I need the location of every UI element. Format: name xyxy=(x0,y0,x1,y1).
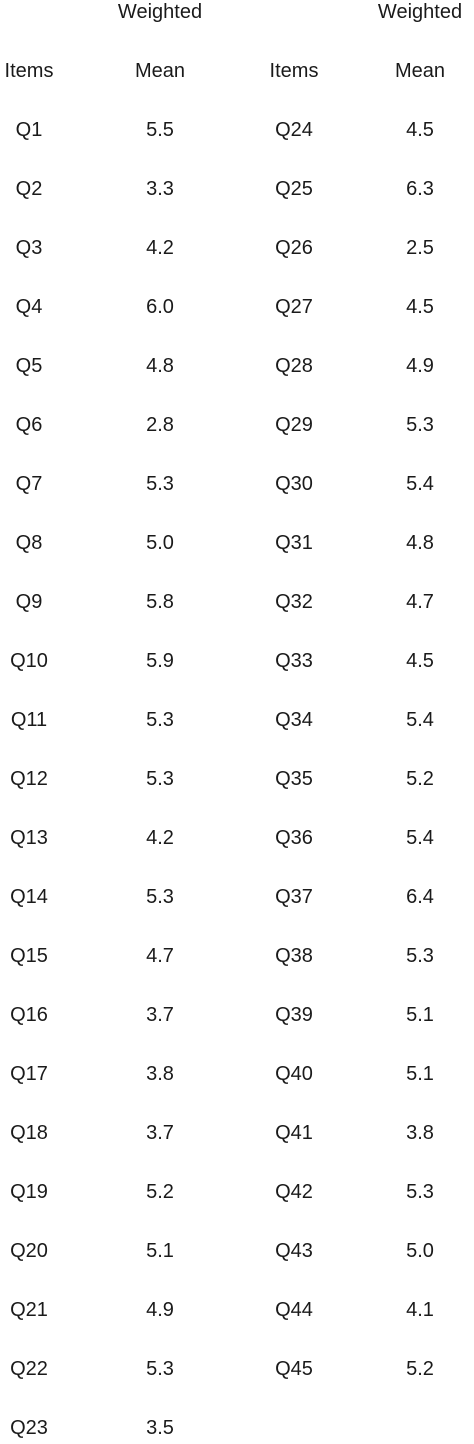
item-label: Q38 xyxy=(275,945,313,967)
item-label: Q17 xyxy=(10,1063,48,1085)
header-items-right: Items xyxy=(269,60,319,82)
weighted-mean-value: 5.1 xyxy=(146,1240,174,1262)
item-label: Q35 xyxy=(275,768,313,790)
weighted-mean-value: 2.5 xyxy=(406,237,434,259)
item-label: Q9 xyxy=(15,591,43,613)
item-label: Q36 xyxy=(275,827,313,849)
weighted-mean-value: 3.3 xyxy=(146,178,174,200)
header-items-left: Items xyxy=(4,60,54,82)
weighted-mean-value: 3.7 xyxy=(146,1122,174,1144)
weighted-mean-value: 5.1 xyxy=(406,1063,434,1085)
weighted-mean-value: 5.3 xyxy=(146,1358,174,1380)
header-mean-right: Mean xyxy=(394,60,446,82)
item-label: Q34 xyxy=(275,709,313,731)
weighted-mean-value: 5.0 xyxy=(406,1240,434,1262)
item-label: Q33 xyxy=(275,650,313,672)
weighted-mean-value: 5.3 xyxy=(406,945,434,967)
item-label: Q27 xyxy=(275,296,313,318)
weighted-mean-value: 4.2 xyxy=(146,827,174,849)
weighted-mean-value: 3.8 xyxy=(146,1063,174,1085)
weighted-mean-value: 6.3 xyxy=(406,178,434,200)
weighted-mean-value: 5.2 xyxy=(406,768,434,790)
item-label: Q12 xyxy=(10,768,48,790)
weighted-mean-value: 5.4 xyxy=(406,473,434,495)
header-mean-left: Mean xyxy=(134,60,186,82)
item-label: Q39 xyxy=(275,1004,313,1026)
item-label: Q21 xyxy=(10,1299,48,1321)
item-label: Q32 xyxy=(275,591,313,613)
item-label: Q45 xyxy=(275,1358,313,1380)
weighted-mean-value: 5.3 xyxy=(146,886,174,908)
item-label: Q43 xyxy=(275,1240,313,1262)
item-label: Q41 xyxy=(275,1122,313,1144)
item-label: Q31 xyxy=(275,532,313,554)
item-label: Q30 xyxy=(275,473,313,495)
item-label: Q42 xyxy=(275,1181,313,1203)
item-label: Q14 xyxy=(10,886,48,908)
item-label: Q26 xyxy=(275,237,313,259)
weighted-mean-value: 5.9 xyxy=(146,650,174,672)
weighted-mean-value: 6.0 xyxy=(146,296,174,318)
weighted-mean-value: 4.8 xyxy=(406,532,434,554)
item-label: Q20 xyxy=(10,1240,48,1262)
weighted-mean-value: 5.3 xyxy=(146,768,174,790)
item-label: Q16 xyxy=(10,1004,48,1026)
item-label: Q5 xyxy=(15,355,43,377)
weighted-mean-value: 3.5 xyxy=(146,1417,174,1439)
weighted-mean-value: 4.7 xyxy=(406,591,434,613)
item-label: Q28 xyxy=(275,355,313,377)
item-label: Q40 xyxy=(275,1063,313,1085)
weighted-mean-value: 5.5 xyxy=(146,119,174,141)
item-label: Q24 xyxy=(275,119,313,141)
item-label: Q7 xyxy=(15,473,43,495)
weighted-mean-value: 5.3 xyxy=(146,709,174,731)
weighted-mean-value: 5.2 xyxy=(406,1358,434,1380)
item-label: Q13 xyxy=(10,827,48,849)
item-label: Q3 xyxy=(15,237,43,259)
item-label: Q15 xyxy=(10,945,48,967)
item-label: Q44 xyxy=(275,1299,313,1321)
item-label: Q1 xyxy=(15,119,43,141)
item-label: Q11 xyxy=(10,709,48,731)
weighted-mean-value: 5.0 xyxy=(146,532,174,554)
weighted-mean-value: 3.7 xyxy=(146,1004,174,1026)
weighted-mean-value: 6.4 xyxy=(406,886,434,908)
item-label: Q6 xyxy=(15,414,43,436)
item-label: Q37 xyxy=(275,886,313,908)
weighted-mean-value: 4.1 xyxy=(406,1299,434,1321)
weighted-mean-value: 4.9 xyxy=(406,355,434,377)
weighted-mean-value: 5.8 xyxy=(146,591,174,613)
item-label: Q18 xyxy=(10,1122,48,1144)
item-label: Q25 xyxy=(275,178,313,200)
weighted-mean-value: 4.7 xyxy=(146,945,174,967)
weighted-mean-value: 4.8 xyxy=(146,355,174,377)
item-label: Q19 xyxy=(10,1181,48,1203)
weighted-mean-value: 5.4 xyxy=(406,709,434,731)
item-label: Q23 xyxy=(10,1417,48,1439)
item-label: Q8 xyxy=(15,532,43,554)
weighted-mean-value: 4.5 xyxy=(406,650,434,672)
weighted-mean-value: 4.5 xyxy=(406,296,434,318)
item-label: Q22 xyxy=(10,1358,48,1380)
header-weighted-right: Weighted xyxy=(377,1,463,23)
weighted-mean-value: 3.8 xyxy=(406,1122,434,1144)
header-weighted-left: Weighted xyxy=(117,1,203,23)
weighted-mean-value: 4.2 xyxy=(146,237,174,259)
weighted-mean-value: 5.2 xyxy=(146,1181,174,1203)
weighted-mean-value: 2.8 xyxy=(146,414,174,436)
weighted-mean-value: 5.3 xyxy=(406,1181,434,1203)
item-label: Q10 xyxy=(10,650,48,672)
weighted-mean-value: 4.5 xyxy=(406,119,434,141)
weighted-mean-value: 5.4 xyxy=(406,827,434,849)
item-label: Q2 xyxy=(15,178,43,200)
item-label: Q4 xyxy=(15,296,43,318)
item-label: Q29 xyxy=(275,414,313,436)
weighted-mean-value: 5.1 xyxy=(406,1004,434,1026)
weighted-mean-value: 5.3 xyxy=(146,473,174,495)
weighted-mean-value: 4.9 xyxy=(146,1299,174,1321)
weighted-mean-value: 5.3 xyxy=(406,414,434,436)
